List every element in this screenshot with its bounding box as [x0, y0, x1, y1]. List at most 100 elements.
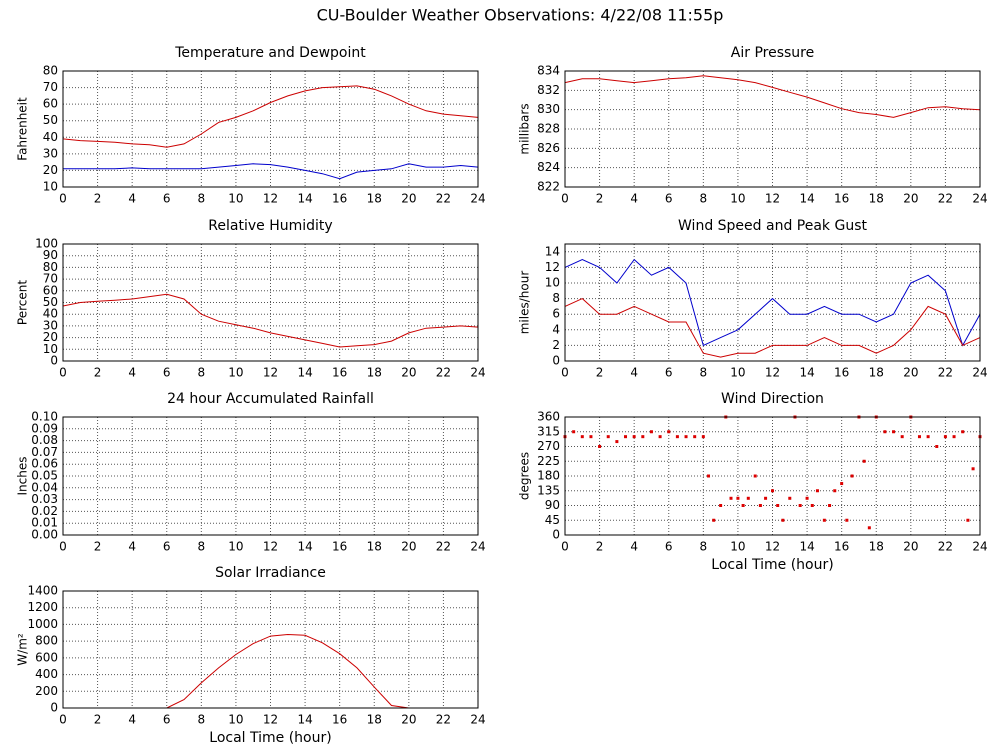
- x-tick-label: 22: [436, 366, 451, 380]
- x-tick-label: 10: [228, 540, 243, 554]
- x-tick-label: 6: [163, 366, 171, 380]
- chart-title: Solar Irradiance: [215, 565, 326, 581]
- scatter-point: [850, 474, 854, 478]
- series-line: [62, 293, 479, 348]
- x-tick-label: 20: [401, 713, 416, 727]
- scatter-point: [810, 504, 814, 507]
- y-tick-label: 10: [545, 276, 560, 290]
- x-tick-label: 20: [401, 540, 416, 554]
- scatter-point: [867, 526, 871, 530]
- scatter-point: [840, 482, 844, 486]
- x-tick-label: 14: [297, 366, 312, 380]
- x-tick-label: 22: [938, 192, 953, 206]
- y-tick-label: 0.10: [31, 410, 58, 424]
- x-tick-label: 8: [700, 366, 708, 380]
- scatter-point: [815, 489, 819, 493]
- series-line: [63, 163, 479, 180]
- scatter-point: [707, 474, 711, 478]
- scatter-point: [632, 435, 636, 439]
- scatter-point: [580, 435, 584, 439]
- y-tick-label: 830: [537, 102, 560, 116]
- x-tick-label: 12: [765, 540, 780, 554]
- x-tick-label: 10: [228, 366, 243, 380]
- x-tick-label: 22: [436, 192, 451, 206]
- x-tick-label: 24: [470, 540, 485, 554]
- x-tick-label: 6: [665, 366, 673, 380]
- scatter-point: [781, 518, 785, 522]
- scatter-point: [658, 435, 662, 439]
- scatter-point: [943, 435, 947, 439]
- scatter-point: [615, 440, 619, 444]
- y-tick-label: 135: [537, 483, 560, 497]
- chart-title: Air Pressure: [731, 45, 814, 61]
- y-tick-label: 60: [43, 283, 58, 297]
- x-tick-label: 18: [869, 540, 884, 554]
- x-tick-label: 22: [938, 540, 953, 554]
- y-tick-label: 90: [545, 498, 560, 512]
- x-tick-label: 18: [367, 192, 382, 206]
- scatter-point: [892, 430, 896, 434]
- y-tick-label: 40: [43, 130, 58, 144]
- x-tick-label: 2: [94, 540, 102, 554]
- x-tick-label: 10: [730, 366, 745, 380]
- scatter-point: [675, 435, 679, 439]
- scatter-point: [701, 435, 705, 439]
- y-tick-label: 50: [43, 295, 58, 309]
- y-tick-label: 315: [537, 424, 560, 438]
- x-tick-label: 14: [799, 540, 814, 554]
- y-tick-label: 30: [43, 146, 58, 160]
- y-tick-label: 50: [43, 113, 58, 127]
- scatter-point: [712, 518, 716, 522]
- y-tick-label: 0.04: [31, 480, 58, 494]
- x-tick-label: 12: [263, 713, 278, 727]
- x-tick-label: 24: [470, 366, 485, 380]
- x-tick-label: 20: [903, 366, 918, 380]
- y-tick-label: 30: [43, 318, 58, 332]
- y-tick-label: 200: [35, 684, 58, 698]
- y-axis-label: Percent: [16, 280, 30, 325]
- y-tick-label: 0: [552, 528, 560, 542]
- y-tick-label: 0.00: [31, 528, 58, 542]
- y-tick-label: 824: [537, 160, 560, 174]
- y-tick-label: 8: [552, 291, 560, 305]
- x-tick-label: 2: [596, 540, 604, 554]
- y-axis-label: Fahrenheit: [16, 97, 30, 161]
- x-tick-label: 18: [869, 366, 884, 380]
- x-tick-label: 16: [332, 713, 347, 727]
- scatter-point: [900, 435, 904, 439]
- x-tick-label: 22: [436, 713, 451, 727]
- x-tick-label: 2: [596, 192, 604, 206]
- scatter-point: [971, 467, 975, 471]
- x-tick-label: 2: [94, 366, 102, 380]
- x-tick-label: 18: [367, 713, 382, 727]
- x-tick-label: 4: [128, 366, 136, 380]
- x-tick-label: 4: [630, 540, 638, 554]
- x-tick-label: 0: [59, 366, 67, 380]
- y-tick-label: 0.06: [31, 457, 58, 471]
- x-tick-label: 24: [470, 713, 485, 727]
- plot-frame: [62, 243, 479, 362]
- x-tick-label: 18: [869, 192, 884, 206]
- x-tick-label: 20: [903, 192, 918, 206]
- y-tick-label: 400: [35, 667, 58, 681]
- x-tick-label: 8: [700, 540, 708, 554]
- scatter-point: [684, 435, 688, 439]
- x-tick-label: 20: [903, 540, 918, 554]
- x-tick-label: 6: [665, 540, 673, 554]
- scatter-point: [758, 504, 762, 507]
- chart-title: Wind Direction: [721, 391, 824, 407]
- x-tick-label: 20: [401, 192, 416, 206]
- y-tick-label: 14: [545, 244, 560, 258]
- scatter-point: [649, 430, 653, 434]
- x-tick-label: 14: [297, 540, 312, 554]
- x-tick-label: 8: [198, 540, 206, 554]
- y-tick-label: 0.05: [31, 469, 58, 483]
- x-tick-label: 22: [938, 366, 953, 380]
- x-tick-label: 10: [730, 540, 745, 554]
- plot-frame: [564, 70, 981, 188]
- x-tick-label: 8: [198, 713, 206, 727]
- scatter-point: [805, 496, 809, 500]
- x-tick-label: 12: [765, 366, 780, 380]
- y-tick-label: 0.02: [31, 504, 58, 518]
- x-tick-label: 12: [263, 366, 278, 380]
